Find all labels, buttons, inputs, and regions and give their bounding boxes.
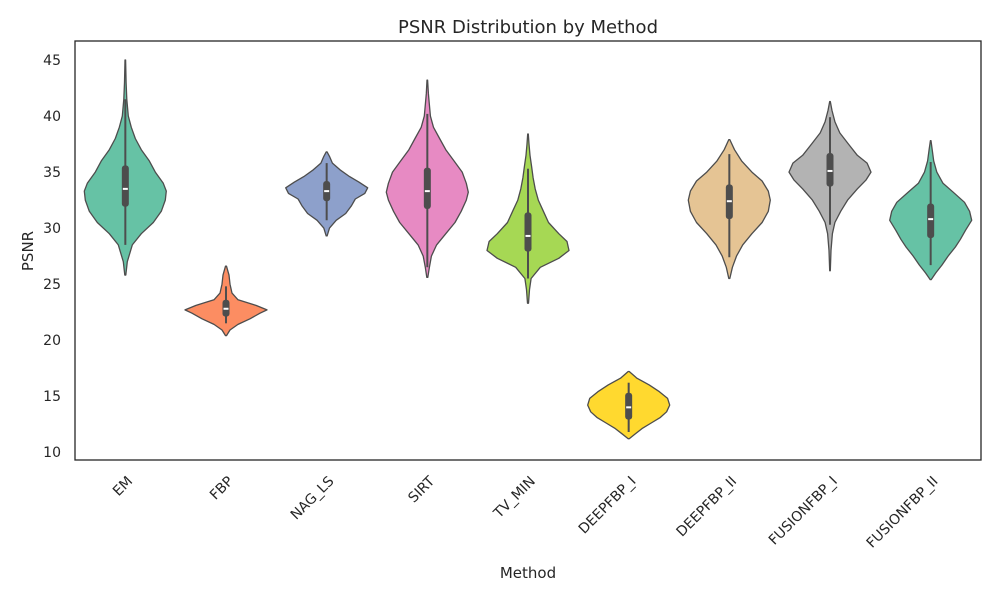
y-tick-label: 25 bbox=[43, 277, 61, 293]
x-axis-label: Method bbox=[500, 564, 556, 582]
chart-title: PSNR Distribution by Method bbox=[398, 17, 658, 38]
y-tick-label: 35 bbox=[43, 165, 61, 181]
violins-group bbox=[83, 59, 973, 440]
violin-iqr-box bbox=[826, 153, 834, 187]
y-tick-label: 20 bbox=[43, 333, 61, 349]
y-tick-label: 45 bbox=[43, 53, 61, 69]
y-tick-label: 30 bbox=[43, 221, 61, 237]
y-axis: 10 15 20 25 30 35 40 45 bbox=[43, 53, 61, 461]
violin-iqr-box bbox=[121, 165, 129, 207]
violin-iqr-box bbox=[524, 212, 532, 252]
y-axis-label: PSNR bbox=[19, 231, 37, 271]
plot-frame bbox=[74, 40, 982, 461]
y-tick-label: 10 bbox=[43, 445, 61, 461]
violin-iqr-box bbox=[423, 167, 431, 210]
violin-iqr-box bbox=[927, 203, 935, 239]
y-tick-label: 40 bbox=[43, 109, 61, 125]
y-tick-label: 15 bbox=[43, 389, 61, 405]
violin-iqr-box bbox=[625, 392, 633, 420]
